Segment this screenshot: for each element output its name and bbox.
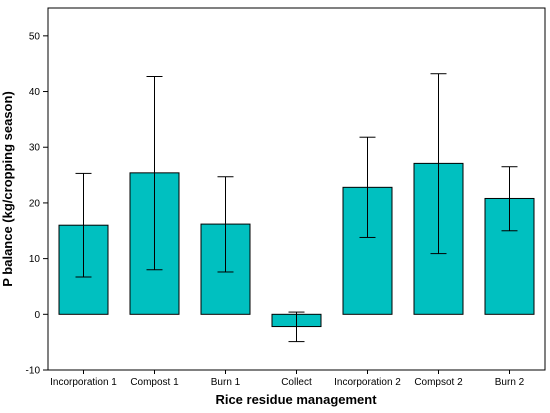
y-tick-label: -10 <box>26 366 41 377</box>
y-tick-label: 20 <box>29 198 41 209</box>
x-tick-label: Compost 1 <box>130 377 179 388</box>
x-tick-label: Collect <box>281 377 312 388</box>
x-tick-label: Burn 1 <box>211 377 241 388</box>
y-axis: -10 0 10 20 30 40 50 <box>26 31 48 377</box>
y-tick-label: 0 <box>34 310 40 321</box>
y-axis-title: P balance (kg/cropping season) <box>0 91 15 287</box>
x-tick-label: Burn 2 <box>495 377 525 388</box>
y-tick-label: 30 <box>29 143 41 154</box>
y-tick-label: 50 <box>29 31 41 42</box>
x-tick-label: Compsot 2 <box>414 377 463 388</box>
x-tick-label: Incorporation 2 <box>334 377 401 388</box>
y-tick-label: 10 <box>29 254 41 265</box>
y-tick-label: 40 <box>29 87 41 98</box>
bar <box>342 186 393 315</box>
x-axis-title: Rice residue management <box>215 392 377 407</box>
bars-layer <box>58 162 535 328</box>
x-tick-label: Incorporation 1 <box>50 377 117 388</box>
x-axis: Incorporation 1 Compost 1 Burn 1 Collect Inc… <box>50 370 525 388</box>
error-bars-layer <box>75 73 518 343</box>
